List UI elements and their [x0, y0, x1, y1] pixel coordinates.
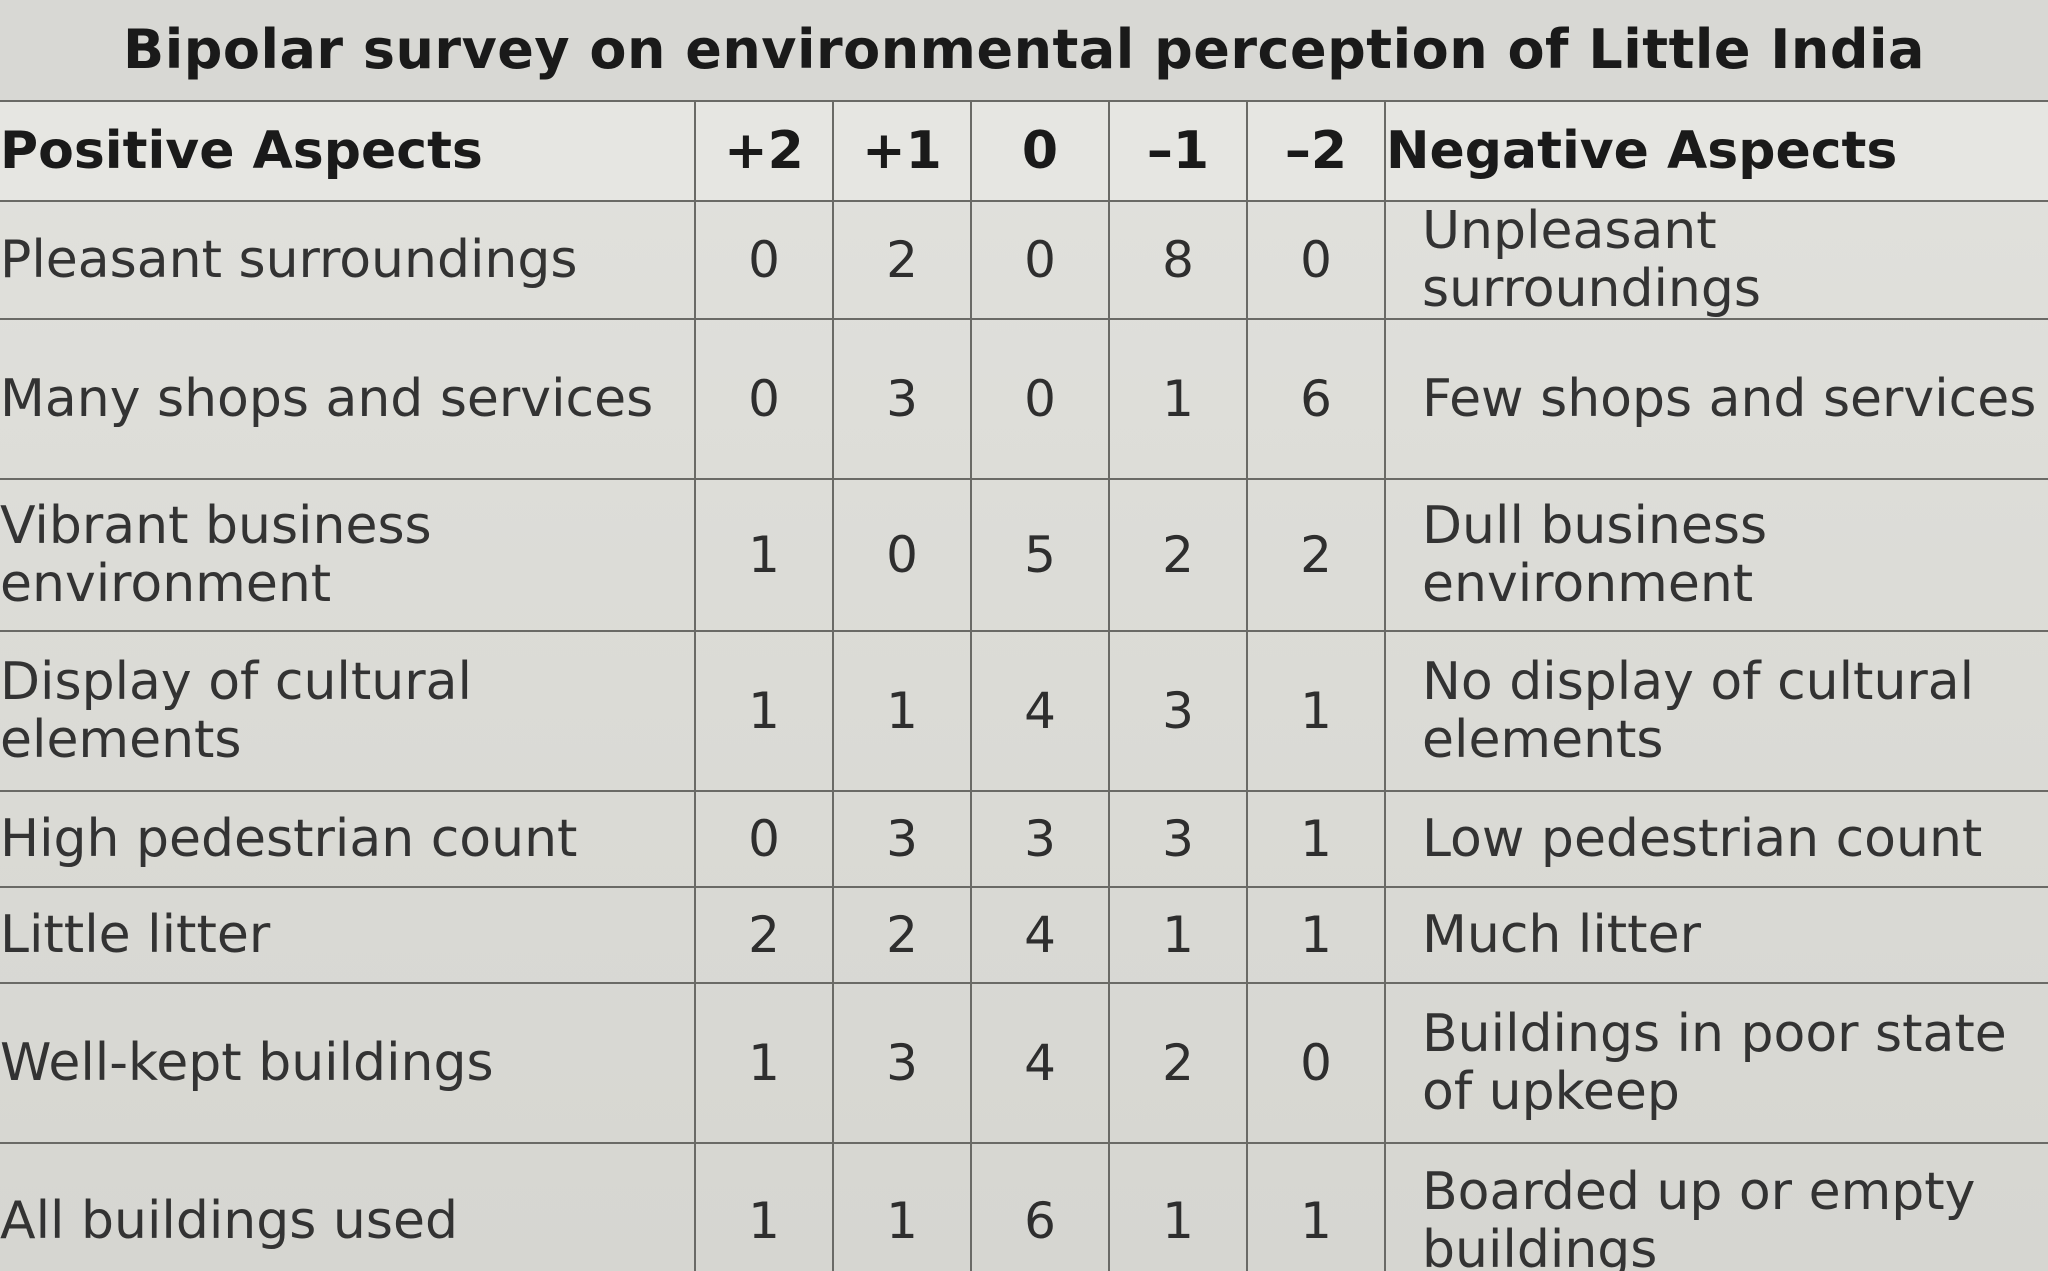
- score-cell: 1: [694, 478, 834, 632]
- score-cell: 0: [970, 200, 1110, 320]
- table-row: Pleasant surroundings 0 2 0 8 0 Unpleasant sur…: [0, 200, 2048, 320]
- header-positive-aspects: Positive Aspects: [0, 100, 696, 202]
- header-score-plus-1: +1: [832, 100, 972, 202]
- positive-aspect-cell: Vibrant business environment: [0, 478, 696, 632]
- table-row: Well-kept buildings 1 3 4 2 0 Buildings in poo…: [0, 982, 2048, 1144]
- score-cell: 4: [970, 630, 1110, 792]
- negative-aspect-cell: Unpleasant surroundings: [1384, 200, 2048, 320]
- score-cell: 2: [832, 886, 972, 984]
- score-cell: 0: [694, 200, 834, 320]
- table-row: Display of cultural elements 1 1 4 3 1 No disp…: [0, 630, 2048, 792]
- negative-aspect-cell: Few shops and services: [1384, 318, 2048, 480]
- score-cell: 3: [832, 790, 972, 888]
- header-row: Positive Aspects +2 +1 0 –1 –2 Negative …: [0, 100, 2048, 202]
- table-title: Bipolar survey on environmental percepti…: [0, 0, 2048, 100]
- negative-aspect-cell: Buildings in poor state of upkeep: [1384, 982, 2048, 1144]
- header-score-minus-2: –2: [1246, 100, 1386, 202]
- score-cell: 0: [694, 790, 834, 888]
- table-row: Little litter 2 2 4 1 1 Much litter: [0, 886, 2048, 984]
- table-row: Many shops and services 0 3 0 1 6 Few shops an…: [0, 318, 2048, 480]
- header-score-minus-1: –1: [1108, 100, 1248, 202]
- score-cell: 1: [694, 630, 834, 792]
- score-cell: 6: [1246, 318, 1386, 480]
- header-score-0: 0: [970, 100, 1110, 202]
- positive-aspect-cell: Well-kept buildings: [0, 982, 696, 1144]
- score-cell: 2: [832, 200, 972, 320]
- score-cell: 1: [832, 630, 972, 792]
- score-cell: 3: [970, 790, 1110, 888]
- score-cell: 1: [1108, 318, 1248, 480]
- survey-body: Pleasant surroundings 0 2 0 8 0 Unpleasant sur…: [0, 200, 2048, 1271]
- negative-aspect-cell: No display of cultural elements: [1384, 630, 2048, 792]
- score-cell: 1: [694, 1142, 834, 1271]
- positive-aspect-cell: Little litter: [0, 886, 696, 984]
- score-cell: 3: [832, 318, 972, 480]
- score-cell: 6: [970, 1142, 1110, 1271]
- header-negative-aspects: Negative Aspects: [1384, 100, 2048, 202]
- negative-aspect-cell: Much litter: [1384, 886, 2048, 984]
- score-cell: 8: [1108, 200, 1248, 320]
- score-cell: 1: [1246, 886, 1386, 984]
- score-cell: 0: [1246, 982, 1386, 1144]
- table-row: High pedestrian count 0 3 3 3 1 Low pedestrian…: [0, 790, 2048, 888]
- score-cell: 2: [694, 886, 834, 984]
- score-cell: 0: [832, 478, 972, 632]
- positive-aspect-cell: Many shops and services: [0, 318, 696, 480]
- survey-table: Positive Aspects +2 +1 0 –1 –2 Negative …: [0, 100, 2048, 1271]
- negative-aspect-cell: Boarded up or empty buildings: [1384, 1142, 2048, 1271]
- positive-aspect-cell: High pedestrian count: [0, 790, 696, 888]
- score-cell: 1: [1246, 1142, 1386, 1271]
- score-cell: 1: [1108, 1142, 1248, 1271]
- header-score-plus-2: +2: [694, 100, 834, 202]
- score-cell: 1: [832, 1142, 972, 1271]
- positive-aspect-cell: Display of cultural elements: [0, 630, 696, 792]
- score-cell: 2: [1108, 478, 1248, 632]
- score-cell: 0: [970, 318, 1110, 480]
- score-cell: 0: [1246, 200, 1386, 320]
- score-cell: 1: [694, 982, 834, 1144]
- score-cell: 1: [1108, 886, 1248, 984]
- score-cell: 3: [832, 982, 972, 1144]
- score-cell: 1: [1246, 630, 1386, 792]
- negative-aspect-cell: Low pedestrian count: [1384, 790, 2048, 888]
- positive-aspect-cell: Pleasant surroundings: [0, 200, 696, 320]
- score-cell: 2: [1246, 478, 1386, 632]
- score-cell: 3: [1108, 790, 1248, 888]
- score-cell: 3: [1108, 630, 1248, 792]
- score-cell: 1: [1246, 790, 1386, 888]
- score-cell: 5: [970, 478, 1110, 632]
- table-row: Vibrant business environment 1 0 5 2 2 Dull bu…: [0, 478, 2048, 632]
- table-row: All buildings used 1 1 6 1 1 Boarded up or emp…: [0, 1142, 2048, 1271]
- score-cell: 4: [970, 886, 1110, 984]
- score-cell: 4: [970, 982, 1110, 1144]
- score-cell: 0: [694, 318, 834, 480]
- score-cell: 2: [1108, 982, 1248, 1144]
- negative-aspect-cell: Dull business environment: [1384, 478, 2048, 632]
- positive-aspect-cell: All buildings used: [0, 1142, 696, 1271]
